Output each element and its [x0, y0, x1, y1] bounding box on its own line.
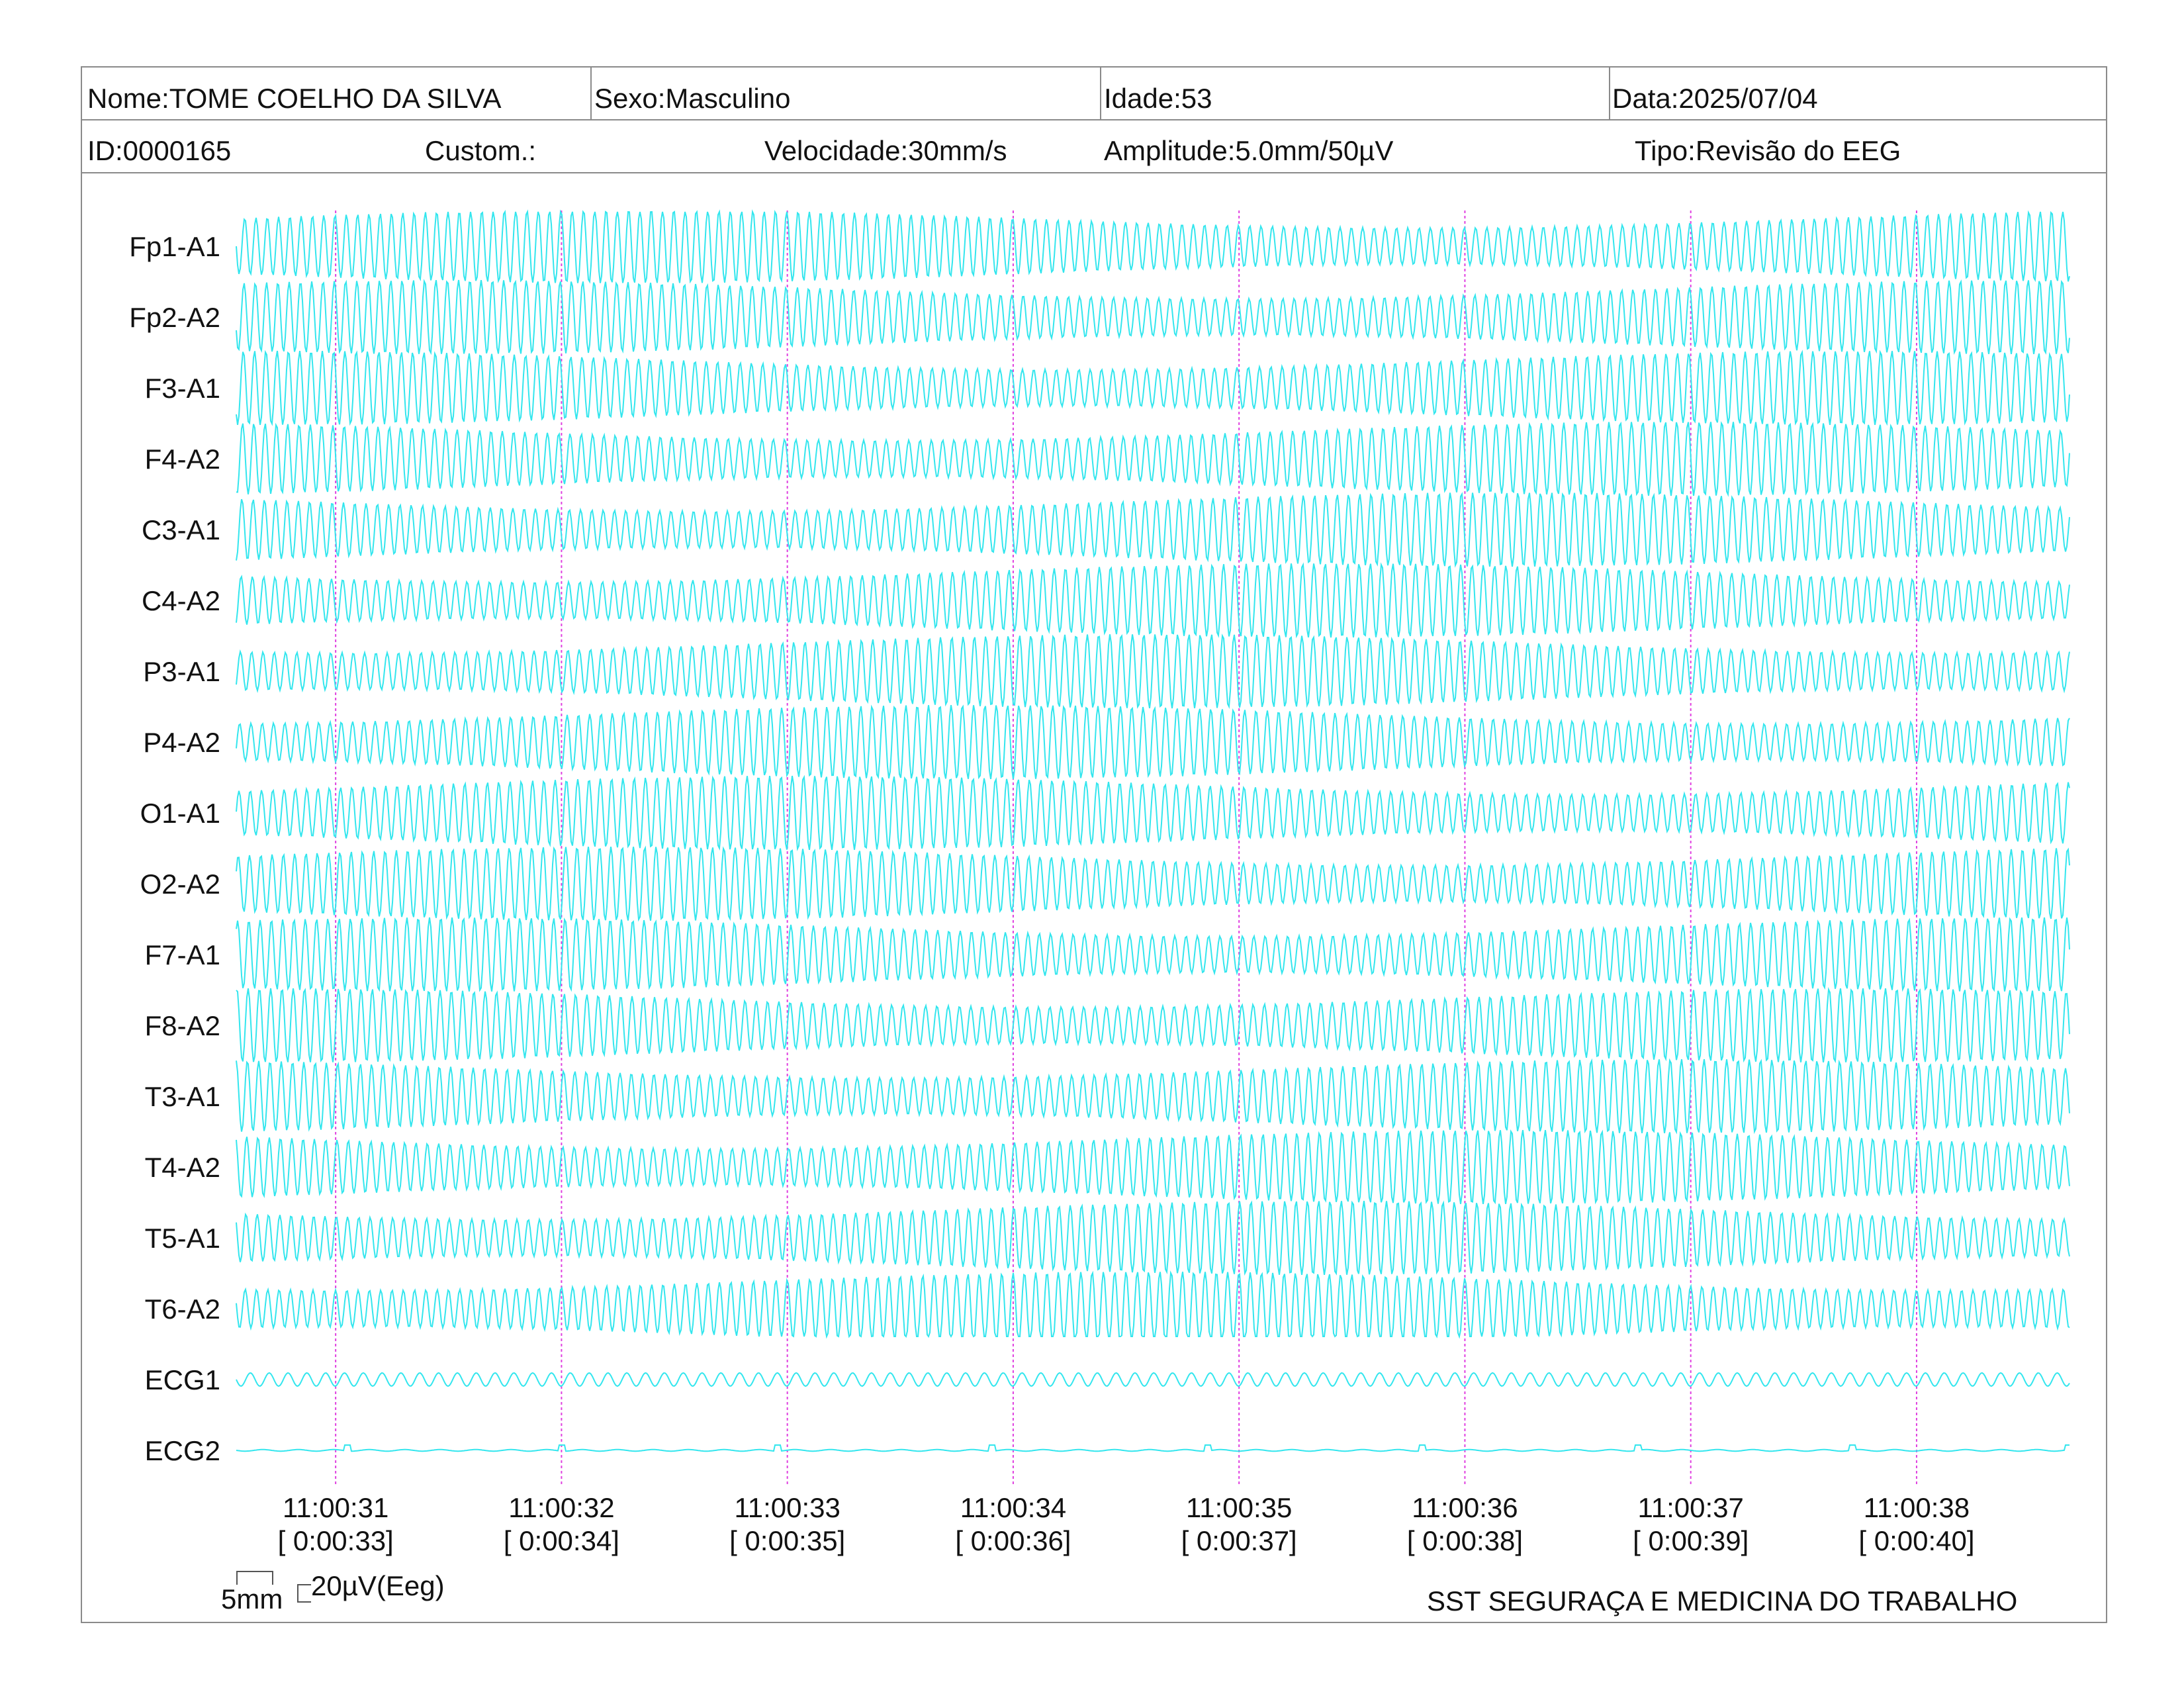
custom-field: Custom.:: [425, 135, 537, 166]
time-tick-label: 11:00:31: [283, 1492, 388, 1523]
channel-label: ECG2: [145, 1435, 220, 1466]
channel-trace: [236, 1270, 2070, 1339]
paper-speed: Velocidade:30mm/s: [764, 135, 1007, 166]
channel-trace: [236, 1058, 2070, 1135]
channel-label: O1-A1: [140, 798, 220, 829]
elapsed-tick-label: [ 0:00:39]: [1633, 1525, 1749, 1556]
header-divider-1: [82, 119, 2106, 120]
channel-trace: [236, 279, 2070, 355]
patient-id: ID:0000165: [87, 135, 232, 166]
channel-label: F7-A1: [145, 939, 220, 970]
channel-trace: [236, 917, 2070, 992]
channel-trace: [236, 350, 2070, 426]
channel-trace: [236, 774, 2070, 851]
channel-trace: [236, 492, 2070, 568]
channel-label: T6-A2: [145, 1293, 220, 1325]
elapsed-tick-label: [ 0:00:33]: [278, 1525, 394, 1556]
time-tick-label: 11:00:32: [508, 1492, 614, 1523]
channel-label: F4-A2: [145, 444, 220, 475]
header-divider-2: [82, 172, 2106, 173]
channel-trace: [236, 421, 2070, 497]
time-tick-label: 11:00:34: [960, 1492, 1066, 1523]
channel-trace: [236, 562, 2070, 639]
channel-trace: [236, 845, 2070, 922]
header-cell-divider: [1100, 68, 1101, 120]
channel-trace: [236, 633, 2070, 710]
time-tick-label: 11:00:33: [734, 1492, 840, 1523]
exam-date: Data:2025/07/04: [1612, 83, 1818, 114]
channel-trace: [236, 704, 2070, 780]
amplitude-setting: Amplitude:5.0mm/50µV: [1104, 135, 1394, 166]
patient-name: Nome:TOME COELHO DA SILVA: [87, 83, 502, 114]
channel-label: T4-A2: [145, 1152, 220, 1183]
channel-label: T3-A1: [145, 1081, 220, 1112]
channel-trace: [236, 986, 2070, 1064]
channel-trace: [236, 1372, 2070, 1387]
patient-sex: Sexo:Masculino: [594, 83, 791, 114]
elapsed-tick-label: [ 0:00:40]: [1858, 1525, 1974, 1556]
channel-label: O2-A2: [140, 868, 220, 900]
time-tick-label: 11:00:38: [1864, 1492, 1970, 1523]
channel-trace: [236, 1200, 2070, 1276]
scale-amplitude-label: 20µV(Eeg): [311, 1570, 445, 1601]
channel-label: C3-A1: [142, 514, 220, 545]
elapsed-tick-label: [ 0:00:36]: [955, 1525, 1071, 1556]
channel-trace: [236, 1444, 2070, 1452]
channel-label: P4-A2: [143, 727, 220, 758]
scale-length-label: 5mm: [221, 1583, 283, 1615]
header-cell-divider: [1609, 68, 1610, 120]
patient-age: Idade:53: [1104, 83, 1212, 114]
elapsed-tick-label: [ 0:00:35]: [729, 1525, 845, 1556]
channel-label: F3-A1: [145, 373, 220, 404]
channel-label: ECG1: [145, 1364, 220, 1395]
time-tick-label: 11:00:36: [1412, 1492, 1518, 1523]
amplitude-scale-bar: [297, 1584, 311, 1603]
channel-label: F8-A2: [145, 1010, 220, 1041]
channel-trace: [236, 209, 2070, 284]
channel-label: T5-A1: [145, 1223, 220, 1254]
time-tick-label: 11:00:37: [1638, 1492, 1744, 1523]
elapsed-tick-label: [ 0:00:38]: [1407, 1525, 1523, 1556]
header-cell-divider: [590, 68, 592, 120]
channel-label: C4-A2: [142, 585, 220, 616]
elapsed-tick-label: [ 0:00:37]: [1181, 1525, 1297, 1556]
channel-label: Fp2-A2: [129, 302, 220, 333]
channel-label: P3-A1: [143, 656, 220, 687]
report-frame: [81, 66, 2107, 1623]
channel-trace: [236, 1129, 2070, 1205]
organization-footer: SST SEGURAÇA E MEDICINA DO TRABALHO: [1427, 1585, 2018, 1617]
time-tick-label: 11:00:35: [1186, 1492, 1292, 1523]
elapsed-tick-label: [ 0:00:34]: [504, 1525, 619, 1556]
exam-type: Tipo:Revisão do EEG: [1635, 135, 1901, 166]
channel-label: Fp1-A1: [129, 231, 220, 262]
time-scale-bar: [236, 1571, 273, 1585]
